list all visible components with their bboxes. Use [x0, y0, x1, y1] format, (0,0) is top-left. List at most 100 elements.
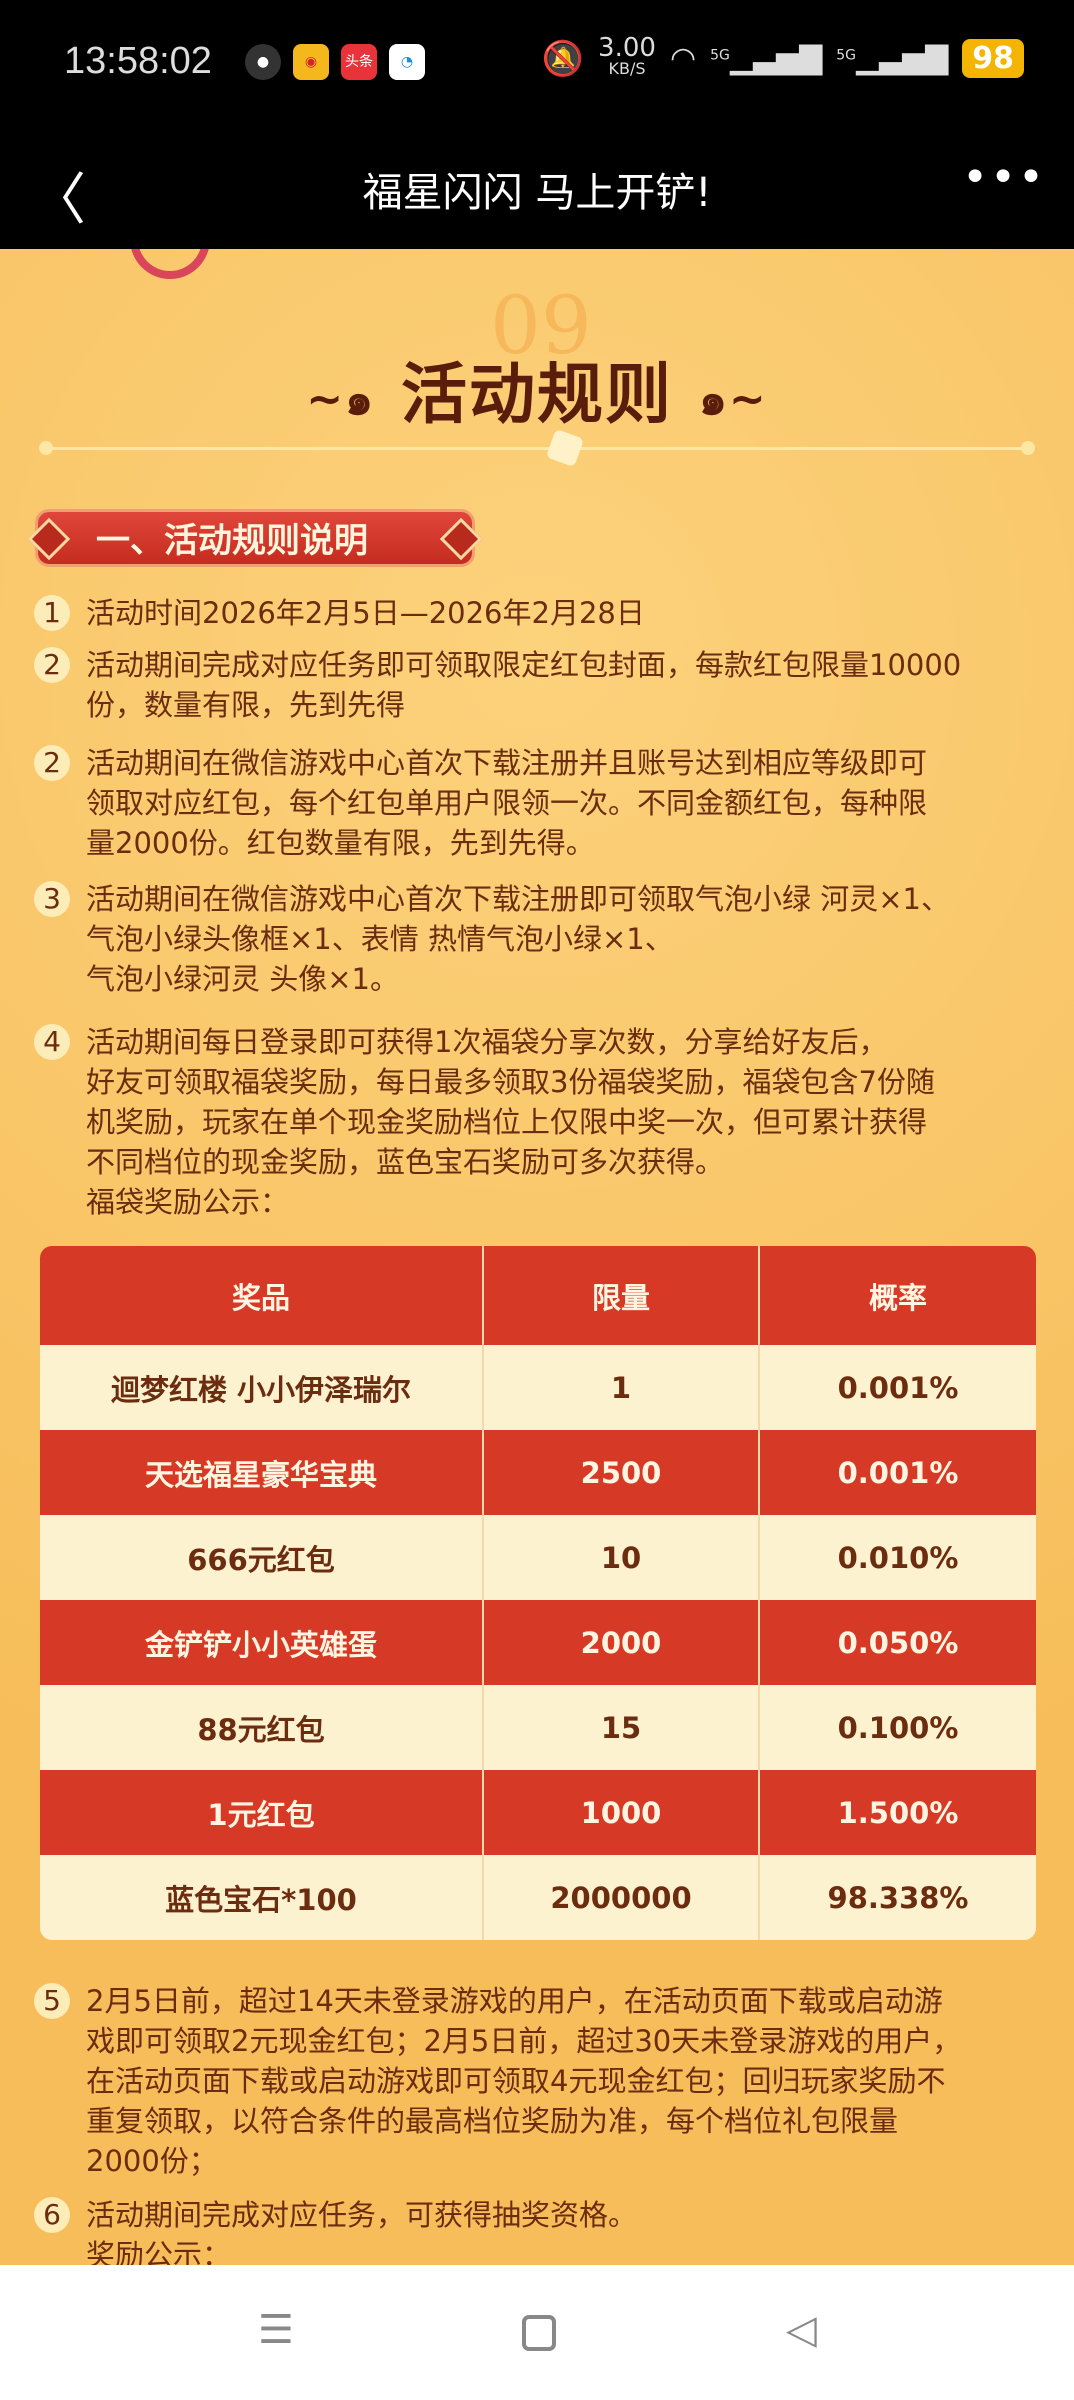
item-number-badge: 5	[34, 1983, 70, 2019]
rule-line: 戏即可领取2元现金红包；2月5日前，超过30天未登录游戏的用户，	[86, 2024, 962, 2058]
table-row: 迴梦红楼 小小伊泽瑞尔 1 0.001%	[40, 1345, 1036, 1430]
limit-cell: 2000	[483, 1600, 760, 1685]
home-icon[interactable]	[522, 2315, 556, 2351]
table-header: 奖品	[40, 1246, 484, 1345]
table-row: 88元红包 15 0.100%	[40, 1685, 1036, 1770]
rules-heading: ~๑ 活动规则 ๑~	[0, 341, 1074, 437]
limit-cell: 1000	[483, 1770, 760, 1855]
prize-cell: 天选福星豪华宝典	[40, 1430, 484, 1515]
rule-item: 1 活动时间2026年2月5日—2026年2月28日	[34, 593, 1046, 633]
diamond-icon	[27, 517, 71, 561]
wechat-icon: ●	[245, 44, 281, 80]
net-speed: 3.00 KB/S	[598, 33, 656, 79]
rule-line: 机奖励，玩家在单个现金奖励档位上仅限中奖一次，但可累计获得	[86, 1105, 928, 1139]
table-row: 天选福星豪华宝典 2500 0.001%	[40, 1430, 1036, 1515]
more-icon[interactable]: •••	[962, 152, 1046, 203]
table-row: 666元红包 10 0.010%	[40, 1515, 1036, 1600]
weibo-icon: ◉	[293, 44, 329, 80]
prize-cell: 迴梦红楼 小小伊泽瑞尔	[40, 1345, 484, 1430]
divider	[39, 428, 1035, 468]
rule-line: 活动期间完成对应任务，可获得抽奖资格。	[86, 2198, 638, 2232]
diamond-icon	[439, 517, 483, 561]
title-bar: 〈 福星闪闪 马上开铲! •••	[0, 130, 1074, 249]
rule-line: 活动期间每日登录即可获得1次福袋分享次数，分享给好友后，	[86, 1025, 888, 1059]
signal-icon: 5G▁▃▅▇	[836, 41, 949, 76]
swirl-right-icon: ๑~	[699, 373, 768, 425]
page-title: 福星闪闪 马上开铲!	[362, 170, 712, 216]
rule-line: 重复领取，以符合条件的最高档位奖励为准，每个档位礼包限量	[86, 2104, 899, 2138]
rule-line: 活动期间在微信游戏中心首次下载注册即可领取气泡小绿 河灵×1、	[86, 882, 950, 916]
rule-line: 好友可领取福袋奖励，每日最多领取3份福袋奖励，福袋包含7份随	[86, 1065, 935, 1099]
prize-cell: 金铲铲小小英雄蛋	[40, 1600, 484, 1685]
item-number-badge: 1	[34, 595, 70, 631]
rule-line: 活动期间完成对应任务即可领取限定红包封面，每款红包限量10000	[86, 648, 962, 682]
rule-line: 活动期间在微信游戏中心首次下载注册并且账号达到相应等级即可	[86, 746, 928, 780]
battery-indicator: 98	[962, 39, 1024, 78]
limit-cell: 2000000	[483, 1855, 760, 1940]
lucky-bag-prize-table: 奖品 限量 概率 迴梦红楼 小小伊泽瑞尔 1 0.001% 天选福星豪华宝典 2500 0…	[40, 1246, 1036, 1940]
signal-1-label: 5G	[710, 47, 730, 64]
item-number-badge: 2	[34, 647, 70, 683]
rule-item: 5 2月5日前，超过14天未登录游戏的用户，在活动页面下载或启动游 戏即可领取2元现…	[34, 1981, 1046, 2181]
mute-bell-icon: 🔕	[541, 38, 585, 79]
probability-cell: 0.001%	[759, 1430, 1036, 1515]
menu-icon[interactable]: ☰	[258, 2307, 294, 2353]
net-speed-value: 3.00	[598, 33, 656, 63]
prize-cell: 88元红包	[40, 1685, 484, 1770]
rule-line: 2000份；	[86, 2144, 218, 2178]
section-title: 一、活动规则说明	[96, 521, 368, 561]
rule-line: 活动时间2026年2月5日—2026年2月28日	[86, 596, 645, 630]
rule-line: 不同档位的现金奖励，蓝色宝石奖励可多次获得。	[86, 1145, 725, 1179]
item-number-badge: 6	[34, 2197, 70, 2233]
item-number-badge: 3	[34, 881, 70, 917]
rules-heading-text: 活动规则	[401, 356, 673, 433]
clock: 13:58:02	[64, 40, 212, 82]
probability-cell: 0.100%	[759, 1685, 1036, 1770]
prize-cell: 蓝色宝石*100	[40, 1855, 484, 1940]
table-row: 1元红包 1000 1.500%	[40, 1770, 1036, 1855]
limit-cell: 15	[483, 1685, 760, 1770]
prize-cell: 1元红包	[40, 1770, 484, 1855]
decorative-number: 09	[490, 279, 592, 372]
system-nav-bar: ☰ ◁	[0, 2265, 1074, 2400]
signal-2-label: 5G	[836, 47, 856, 64]
rule-item: 2 活动期间完成对应任务即可领取限定红包封面，每款红包限量10000 份，数量有限，…	[34, 645, 1046, 725]
prize-cell: 666元红包	[40, 1515, 484, 1600]
status-bar: 13:58:02 ● ◉ 头条 ◔ 🔕 3.00 KB/S ◠ 5G▁▃▅▇ 5G…	[0, 0, 1074, 130]
rule-item: 4 活动期间每日登录即可获得1次福袋分享次数，分享给好友后， 好友可领取福袋奖励，每…	[34, 1022, 1046, 1222]
table-header: 限量	[483, 1246, 760, 1345]
wifi-icon: ◠	[669, 41, 697, 76]
rule-item: 2 活动期间在微信游戏中心首次下载注册并且账号达到相应等级即可 领取对应红包，每个红…	[34, 743, 1046, 863]
swirl-left-icon: ~๑	[306, 373, 375, 425]
rule-line: 奖励公示：	[86, 2238, 232, 2265]
rule-line: 领取对应红包，每个红包单用户限领一次。不同金额红包，每种限	[86, 786, 928, 820]
table-row: 蓝色宝石*100 2000000 98.338%	[40, 1855, 1036, 1940]
probability-cell: 0.050%	[759, 1600, 1036, 1685]
rule-line: 气泡小绿河灵 头像×1。	[86, 962, 399, 996]
item-number-badge: 4	[34, 1024, 70, 1060]
rule-line: 份，数量有限，先到先得	[86, 688, 406, 722]
item-number-badge: 2	[34, 745, 70, 781]
rule-item: 3 活动期间在微信游戏中心首次下载注册即可领取气泡小绿 河灵×1、 气泡小绿头像框×…	[34, 879, 1046, 999]
toutiao-icon: 头条	[341, 44, 377, 80]
limit-cell: 2500	[483, 1430, 760, 1515]
section-label: 一、活动规则说明	[27, 509, 483, 567]
rules-content[interactable]: 09 ~๑ 活动规则 ๑~ 一、活动规则说明 1 活动时间2026年2月5日—2026…	[0, 249, 1074, 2265]
probability-cell: 0.010%	[759, 1515, 1036, 1600]
table-header: 概率	[759, 1246, 1036, 1345]
rule-item: 6 活动期间完成对应任务，可获得抽奖资格。奖励公示：	[34, 2195, 1046, 2265]
rule-line: 2月5日前，超过14天未登录游戏的用户，在活动页面下载或启动游	[86, 1984, 943, 2018]
probability-cell: 98.338%	[759, 1855, 1036, 1940]
back-triangle-icon[interactable]: ◁	[786, 2307, 817, 2353]
probability-cell: 1.500%	[759, 1770, 1036, 1855]
chevron-left-icon[interactable]: 〈	[30, 168, 86, 233]
tencent-video-icon: ◔	[389, 44, 425, 80]
signal-icon: 5G▁▃▅▇	[710, 41, 823, 76]
probability-cell: 0.001%	[759, 1345, 1036, 1430]
table-row: 金铲铲小小英雄蛋 2000 0.050%	[40, 1600, 1036, 1685]
rule-line: 福袋奖励公示：	[86, 1185, 290, 1219]
limit-cell: 1	[483, 1345, 760, 1430]
net-speed-unit: KB/S	[608, 59, 646, 78]
decorative-ribbon	[130, 249, 210, 279]
rule-line: 在活动页面下载或启动游戏即可领取4元现金红包；回归玩家奖励不	[86, 2064, 946, 2098]
